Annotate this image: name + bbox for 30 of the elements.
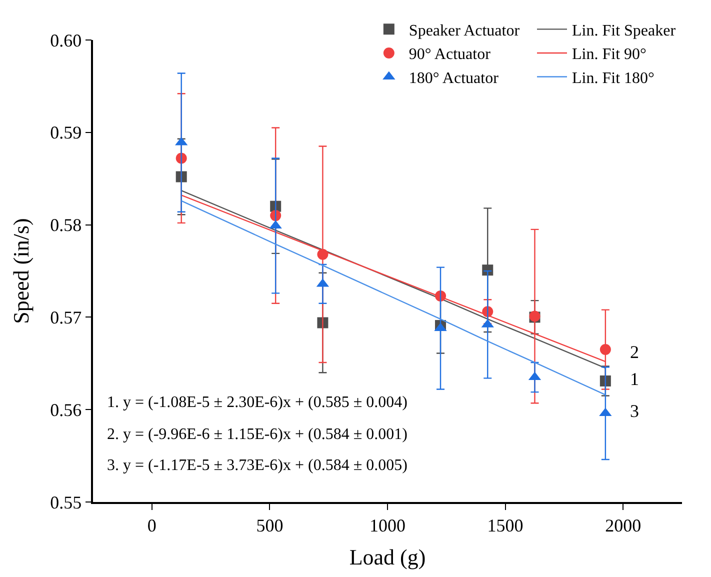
x-tick-label: 2000 [605, 515, 642, 536]
annotation: 2. y = (-9.96E-6 ± 1.15E-6)x + (0.584 ± 0.001) [107, 426, 408, 443]
x-axis-title: Load (g) [349, 544, 426, 570]
line-series [180, 200, 606, 396]
annotation: 2 [630, 342, 639, 362]
legend-label: 90° Actuator [408, 46, 492, 64]
legend-label: Lin. Fit 90° [572, 46, 646, 64]
annotation: 1 [630, 369, 639, 389]
point [482, 264, 494, 276]
point [600, 375, 611, 386]
y-tick-label: 0.55 [50, 492, 82, 512]
x-tick-label: 0 [147, 515, 156, 536]
point [600, 344, 611, 356]
annotation: 1. y = (-1.08E-5 ± 2.30E-6)x + (0.585 ± 0.004) [107, 394, 408, 411]
y-axis-title: Speed (in/s) [8, 218, 34, 324]
annotation: 3 [630, 401, 639, 421]
annotation: 3. y = (-1.17E-5 ± 3.73E-6)x + (0.584 ± 0.005) [107, 457, 408, 474]
x-tick-label: 1500 [487, 515, 524, 536]
legend-label: Lin. Fit Speaker [572, 22, 676, 40]
point [176, 171, 187, 182]
y-tick-label: 0.60 [50, 30, 82, 50]
y-tick-label: 0.58 [50, 215, 82, 236]
legend-label: 180° Actuator [408, 70, 500, 88]
y-tick-label: 0.56 [50, 400, 82, 420]
x-tick-label: 500 [256, 515, 284, 536]
legend-label: Speaker Actuator [408, 22, 520, 40]
x-tick-label: 1000 [370, 515, 406, 536]
y-tick-label: 0.57 [50, 308, 82, 328]
legend-label: Lin. Fit 180° [572, 70, 654, 88]
y-tick-label: 0.59 [50, 122, 82, 143]
